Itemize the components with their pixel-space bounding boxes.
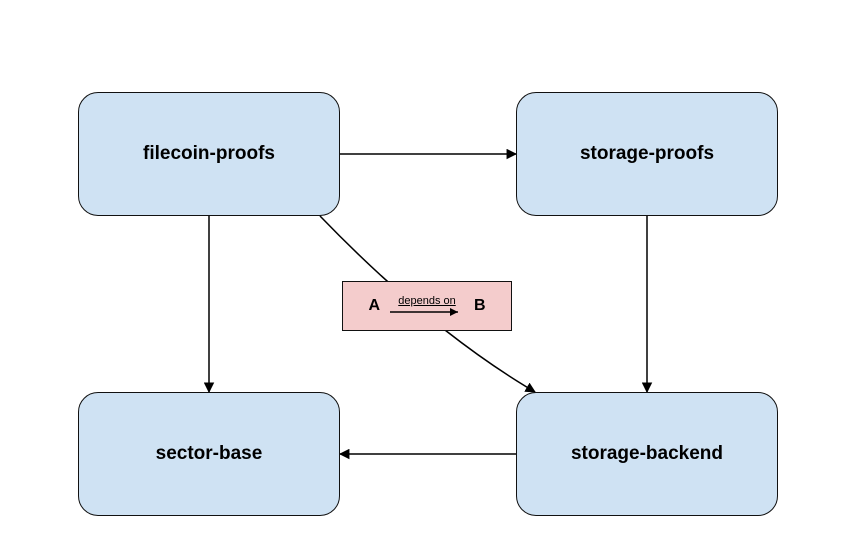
- node-storage-backend: storage-backend: [516, 392, 778, 516]
- node-label: storage-proofs: [580, 143, 714, 165]
- legend-a: A: [368, 297, 380, 315]
- node-label: storage-backend: [571, 443, 723, 465]
- node-label: sector-base: [156, 443, 263, 465]
- legend-arrow: depends on: [388, 295, 466, 317]
- node-label: filecoin-proofs: [143, 143, 275, 165]
- legend-edge-label: depends on: [398, 295, 456, 307]
- legend-b: B: [474, 297, 486, 315]
- legend-arrow-icon: [388, 307, 466, 317]
- node-filecoin-proofs: filecoin-proofs: [78, 92, 340, 216]
- legend-inner: A depends on B: [368, 295, 485, 317]
- legend-box: A depends on B: [342, 281, 512, 331]
- diagram-canvas: filecoin-proofs storage-proofs sector-ba…: [0, 0, 854, 556]
- node-storage-proofs: storage-proofs: [516, 92, 778, 216]
- node-sector-base: sector-base: [78, 392, 340, 516]
